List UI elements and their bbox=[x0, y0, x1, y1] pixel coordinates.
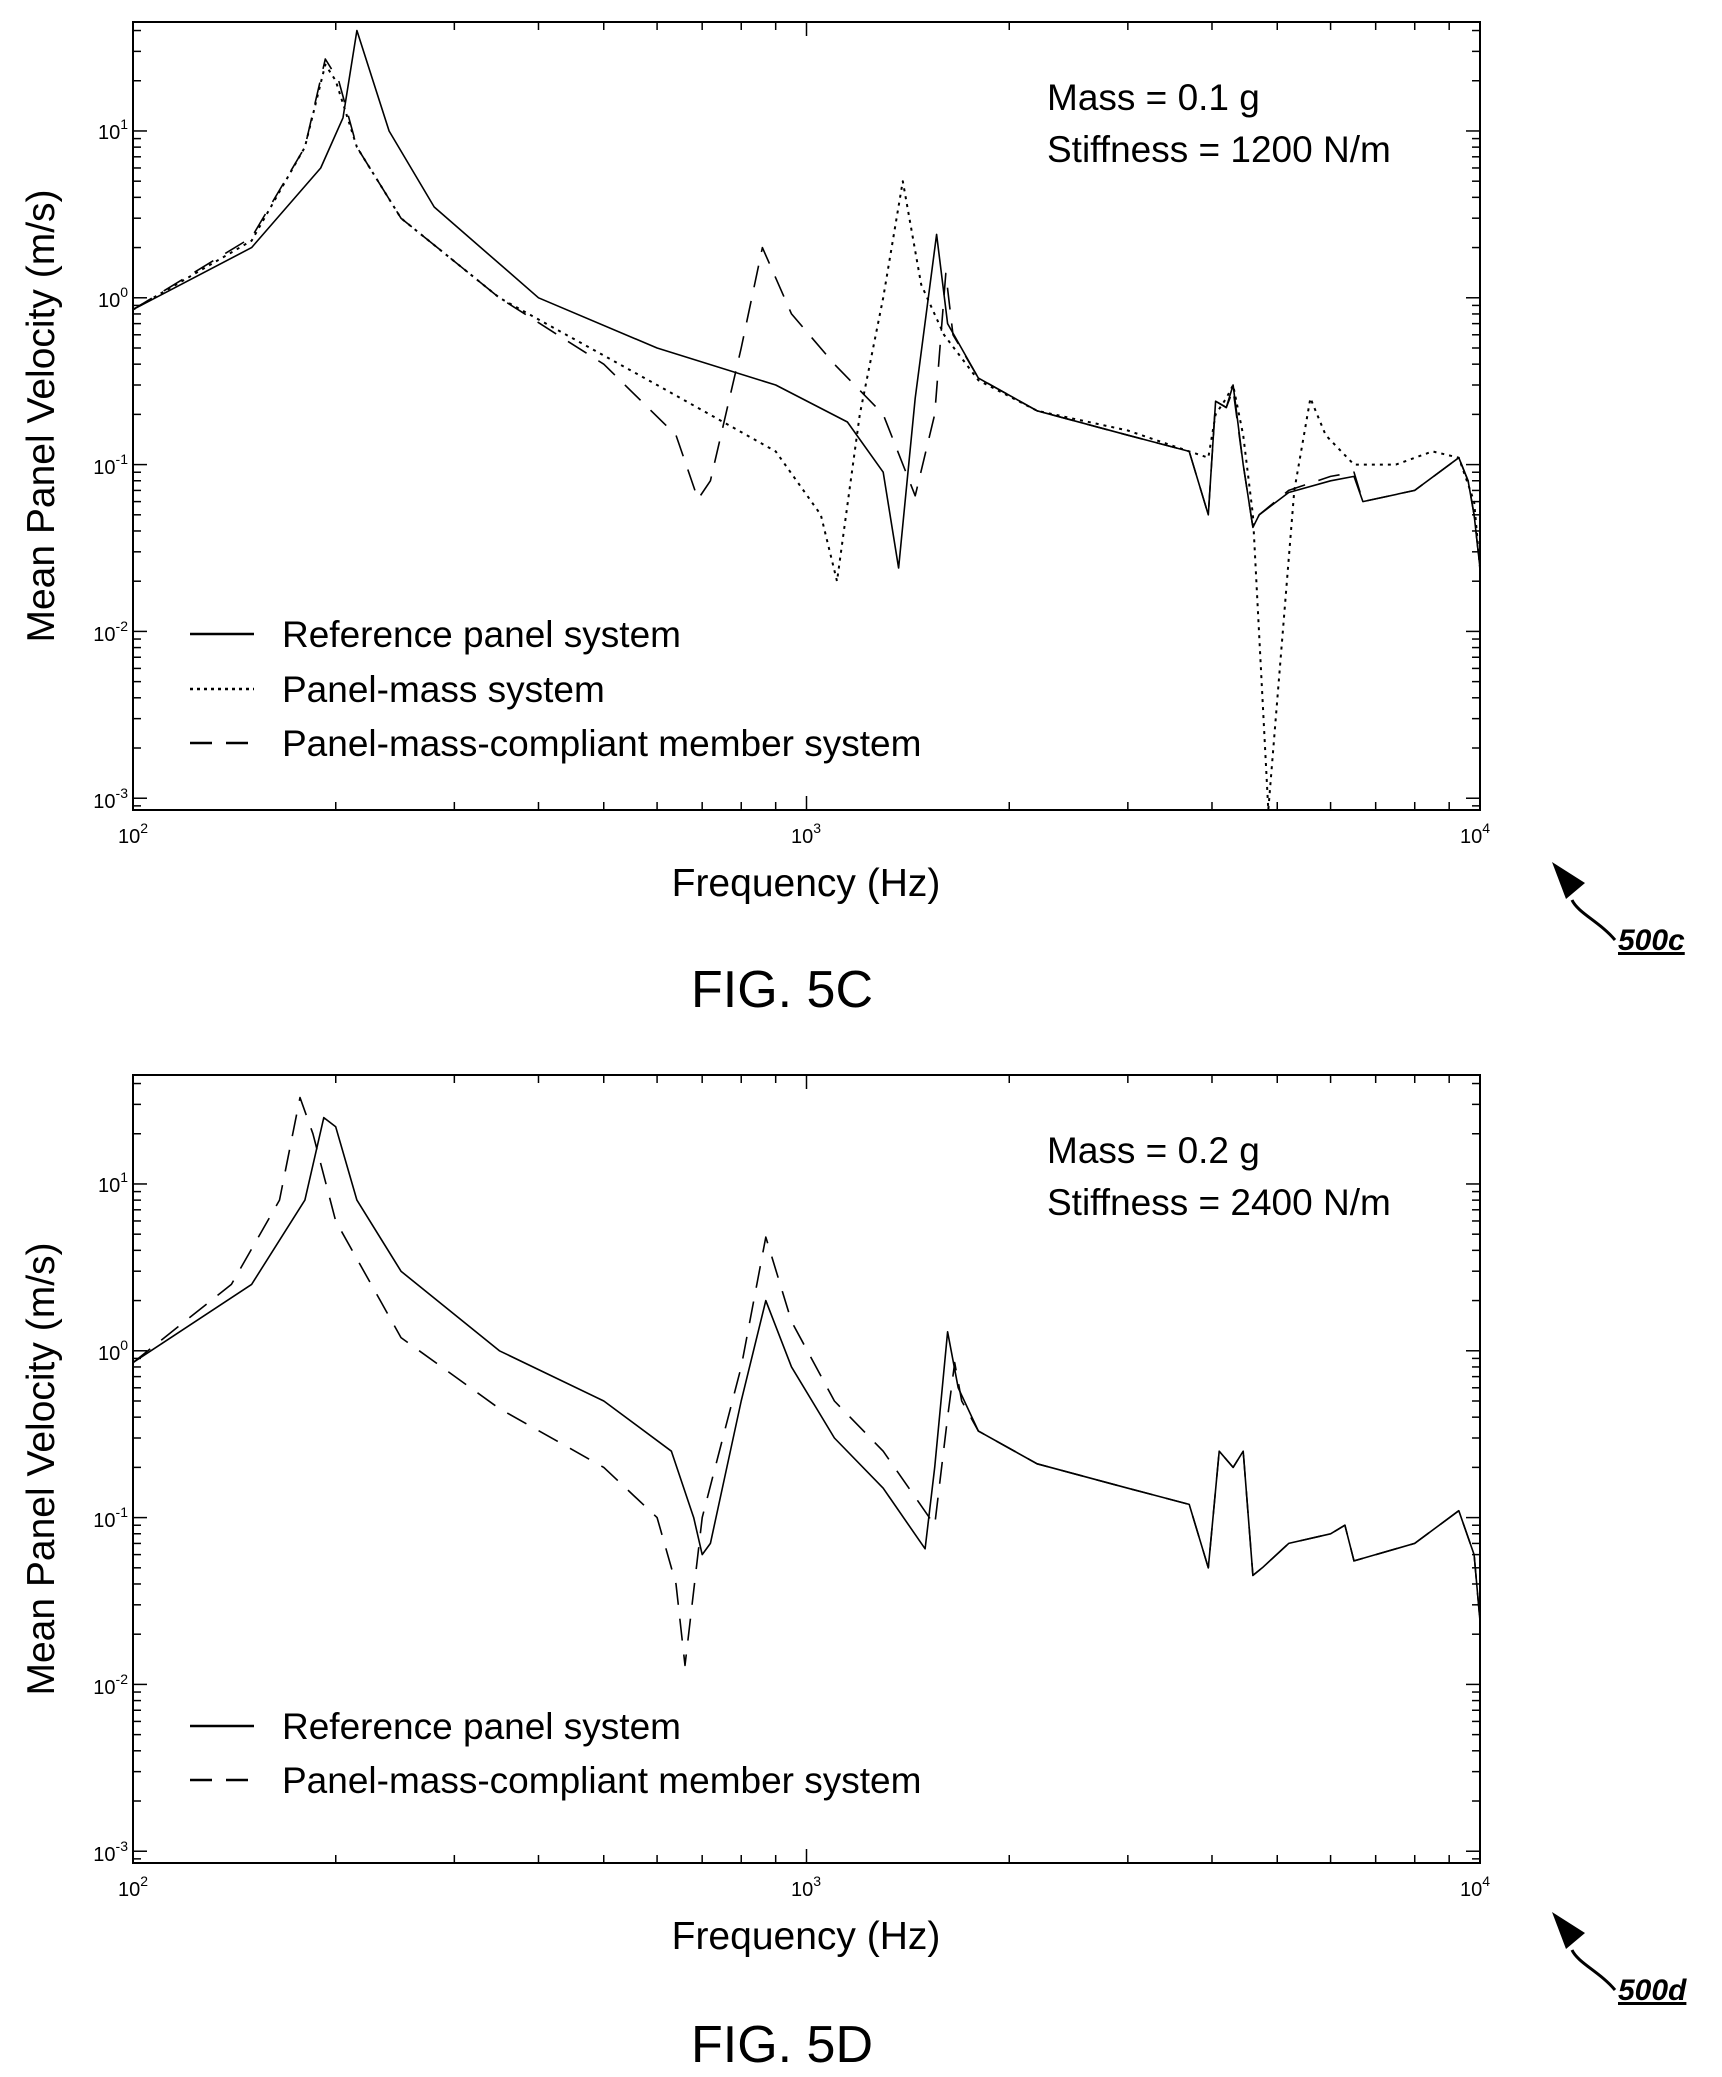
y-tick-label: 10-1 bbox=[93, 1504, 128, 1532]
annotation-mass: Mass = 0.1 g bbox=[1047, 77, 1260, 118]
x-tick-label: 104 bbox=[1460, 1873, 1490, 1901]
y-tick-label: 101 bbox=[98, 1169, 128, 1197]
x-axis-label: Frequency (Hz) bbox=[672, 1915, 941, 1958]
reference-arrowhead bbox=[1552, 1912, 1585, 1949]
figure-caption: FIG. 5D bbox=[691, 2016, 873, 2074]
legend-label: Reference panel system bbox=[282, 1706, 681, 1747]
reference-arrow-icon bbox=[1570, 1949, 1617, 1991]
reference-marker: 500c bbox=[1552, 862, 1685, 957]
x-tick-labels: 102 103 104 bbox=[118, 820, 1490, 848]
plot-area bbox=[132, 1074, 1481, 1864]
x-tick-label: 104 bbox=[1460, 820, 1490, 848]
annotation-mass: Mass = 0.2 g bbox=[1047, 1130, 1260, 1171]
x-axis-label: Frequency (Hz) bbox=[672, 862, 941, 905]
y-tick-label: 10-1 bbox=[93, 451, 128, 479]
y-axis-label: Mean Panel Velocity (m/s) bbox=[20, 1242, 63, 1695]
y-tick-labels: 10-3 10-2 10-1 100 101 bbox=[93, 116, 128, 813]
annotation-stiffness: Stiffness = 1200 N/m bbox=[1047, 129, 1391, 170]
figure-5d: 102 103 104 10-3 10-2 10-1 100 101 Mass … bbox=[20, 1074, 1687, 2074]
y-tick-label: 10-2 bbox=[93, 1671, 128, 1699]
x-tick-labels: 102 103 104 bbox=[118, 1873, 1490, 1901]
legend-label: Reference panel system bbox=[282, 614, 681, 655]
y-tick-label: 10-3 bbox=[93, 1838, 128, 1866]
legend: Reference panel system Panel-mass-compli… bbox=[190, 1706, 921, 1801]
series-line-dashed bbox=[132, 58, 1481, 569]
legend-label: Panel-mass system bbox=[282, 669, 605, 710]
y-tick-label: 10-2 bbox=[93, 618, 128, 646]
y-tick-label: 101 bbox=[98, 116, 128, 144]
series-lines bbox=[132, 29, 1481, 811]
series-lines bbox=[132, 1096, 1481, 1667]
figure-caption: FIG. 5C bbox=[691, 961, 873, 1019]
series-line-solid bbox=[132, 29, 1481, 569]
x-tick-label: 103 bbox=[791, 1873, 821, 1901]
y-tick-label: 100 bbox=[98, 284, 128, 312]
reference-arrowhead bbox=[1552, 862, 1585, 899]
x-tick-label: 102 bbox=[118, 820, 148, 848]
reference-label: 500d bbox=[1618, 1974, 1687, 2007]
reference-arrow-icon bbox=[1570, 899, 1617, 941]
legend-label: Panel-mass-compliant member system bbox=[282, 1760, 921, 1801]
y-tick-label: 100 bbox=[98, 1337, 128, 1365]
reference-marker: 500d bbox=[1552, 1912, 1687, 2007]
plot-area bbox=[132, 21, 1481, 811]
x-tick-label: 103 bbox=[791, 820, 821, 848]
legend: Reference panel system Panel-mass system… bbox=[190, 614, 921, 764]
series-line-dashed bbox=[132, 1096, 1481, 1667]
reference-label: 500c bbox=[1618, 924, 1685, 957]
legend-label: Panel-mass-compliant member system bbox=[282, 723, 921, 764]
y-tick-labels: 10-3 10-2 10-1 100 101 bbox=[93, 1169, 128, 1866]
axis-ticks bbox=[132, 22, 1481, 810]
x-tick-label: 102 bbox=[118, 1873, 148, 1901]
y-axis-label: Mean Panel Velocity (m/s) bbox=[20, 189, 63, 642]
figure-5c: 102 103 104 10-3 10-2 10-1 100 101 Mass … bbox=[20, 21, 1685, 1019]
annotation-stiffness: Stiffness = 2400 N/m bbox=[1047, 1182, 1391, 1223]
axis-ticks bbox=[132, 1075, 1481, 1863]
y-tick-label: 10-3 bbox=[93, 785, 128, 813]
